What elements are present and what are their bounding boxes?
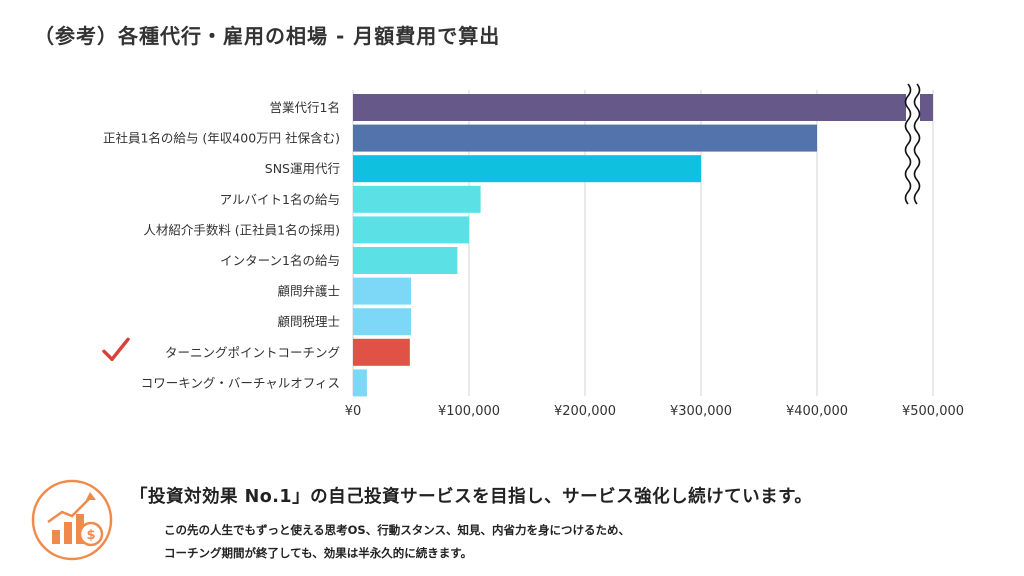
highlight-check-icon <box>102 337 130 362</box>
bar <box>353 369 367 397</box>
bar <box>353 124 817 152</box>
x-tick-label: ¥0 <box>345 404 362 419</box>
footer-text-line-1: この先の人生でもずっと使える思考OS、行動スタンス、知見、内省力を身につけるため… <box>164 523 630 537</box>
category-label: SNS運用代行 <box>265 161 340 176</box>
bars <box>353 94 933 397</box>
bar <box>353 185 481 213</box>
growth-chart-coin-icon: $ <box>31 479 113 561</box>
x-tick-label: ¥300,000 <box>670 404 732 419</box>
axis-break-line-right <box>913 83 921 205</box>
category-label: アルバイト1名の給与 <box>220 192 340 207</box>
footer-headline: 「投資対効果 No.1」の自己投資サービスを目指し、サービス強化し続けています。 <box>130 487 813 507</box>
x-tick-labels: ¥0 ¥100,000 ¥200,000 ¥300,000 ¥400,000 ¥500,0… <box>345 404 964 419</box>
bar <box>353 338 410 366</box>
category-label: 営業代行1名 <box>270 100 340 115</box>
category-label: 顧問弁護士 <box>277 284 340 299</box>
category-label: 顧問税理士 <box>277 314 340 329</box>
footer-text-line-2: コーチング期間が終了しても、効果は半永久的に続きます。 <box>164 546 473 560</box>
bar <box>353 94 933 121</box>
category-label: 人材紹介手数料 (正社員1名の採用) <box>143 222 340 237</box>
x-tick-label: ¥100,000 <box>438 404 500 419</box>
axis-break-line-left <box>904 83 912 205</box>
svg-text:$: $ <box>86 528 95 543</box>
category-label: インターン1名の給与 <box>220 253 340 268</box>
category-label: コワーキング・バーチャルオフィス <box>141 375 340 390</box>
x-tick-label: ¥200,000 <box>554 404 616 419</box>
x-tick-label: ¥400,000 <box>786 404 848 419</box>
bar <box>353 247 458 274</box>
x-tick-label: ¥500,000 <box>902 404 964 419</box>
category-label: ターニングポイントコーチング <box>165 345 340 360</box>
bar <box>353 216 469 244</box>
axis-break-mark <box>904 83 921 205</box>
category-label: 正社員1名の給与 (年収400万円 社保含む) <box>103 131 340 146</box>
bar <box>353 277 411 305</box>
bar <box>353 155 701 183</box>
bar <box>353 308 411 336</box>
chart-title: （参考）各種代行・雇用の相場 - 月額費用で算出 <box>34 24 501 48</box>
highlight-mark <box>102 337 130 362</box>
